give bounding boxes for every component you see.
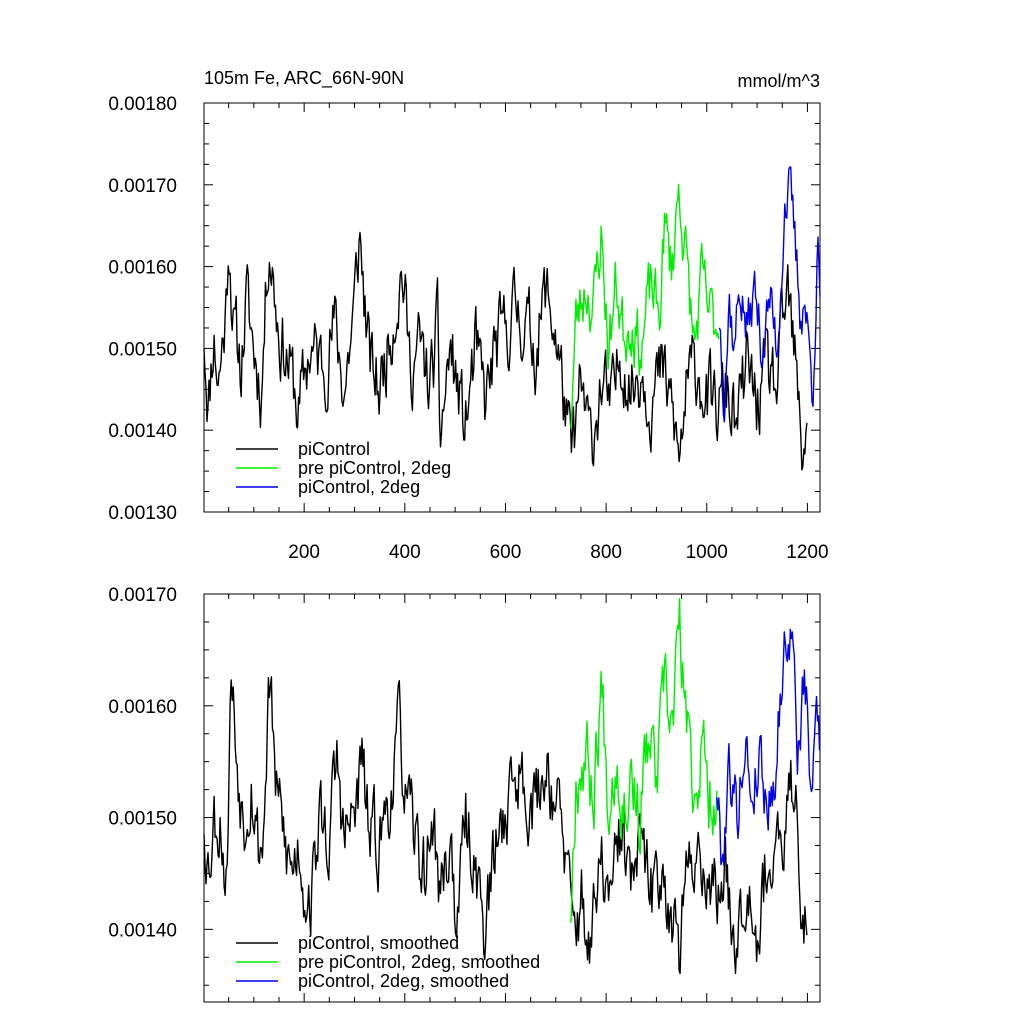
y-tick-label: 0.00160 bbox=[108, 258, 177, 279]
y-tick-label: 0.00150 bbox=[108, 339, 177, 360]
y-tick-label: 0.00170 bbox=[108, 585, 177, 606]
x-tick-label: 200 bbox=[288, 542, 320, 563]
series-line-1 bbox=[203, 676, 808, 975]
y-tick-label: 0.00180 bbox=[108, 94, 177, 115]
y-tick-label: 0.00150 bbox=[108, 809, 177, 830]
legend-label: pre piControl, 2deg, smoothed bbox=[298, 952, 540, 972]
chart-title: 105m Fe, ARC_66N-90N bbox=[204, 68, 404, 89]
series-line-2 bbox=[570, 183, 720, 429]
legend-label: piControl, smoothed bbox=[298, 933, 459, 953]
x-tick-label: 1000 bbox=[686, 542, 728, 563]
x-tick-label: 1200 bbox=[786, 542, 828, 563]
x-tick-label: 400 bbox=[389, 542, 421, 563]
series-line-3 bbox=[718, 166, 821, 423]
legend-label: piControl bbox=[298, 439, 370, 459]
chart-units: mmol/m^3 bbox=[738, 71, 820, 91]
series-line-2 bbox=[570, 598, 718, 923]
legend-label: pre piControl, 2deg bbox=[298, 458, 451, 478]
series-line-3 bbox=[716, 628, 821, 867]
y-tick-label: 0.00140 bbox=[108, 920, 177, 941]
x-tick-label: 600 bbox=[490, 542, 522, 563]
series-line-1 bbox=[203, 231, 808, 471]
y-tick-label: 0.00170 bbox=[108, 176, 177, 197]
legend-label: piControl, 2deg bbox=[298, 477, 420, 497]
y-tick-label: 0.00140 bbox=[108, 421, 177, 442]
y-tick-label: 0.00130 bbox=[108, 503, 177, 524]
legend-label: piControl, 2deg, smoothed bbox=[298, 971, 509, 991]
y-tick-label: 0.00160 bbox=[108, 697, 177, 718]
x-tick-label: 800 bbox=[590, 542, 622, 563]
plot-frame bbox=[203, 593, 821, 1003]
